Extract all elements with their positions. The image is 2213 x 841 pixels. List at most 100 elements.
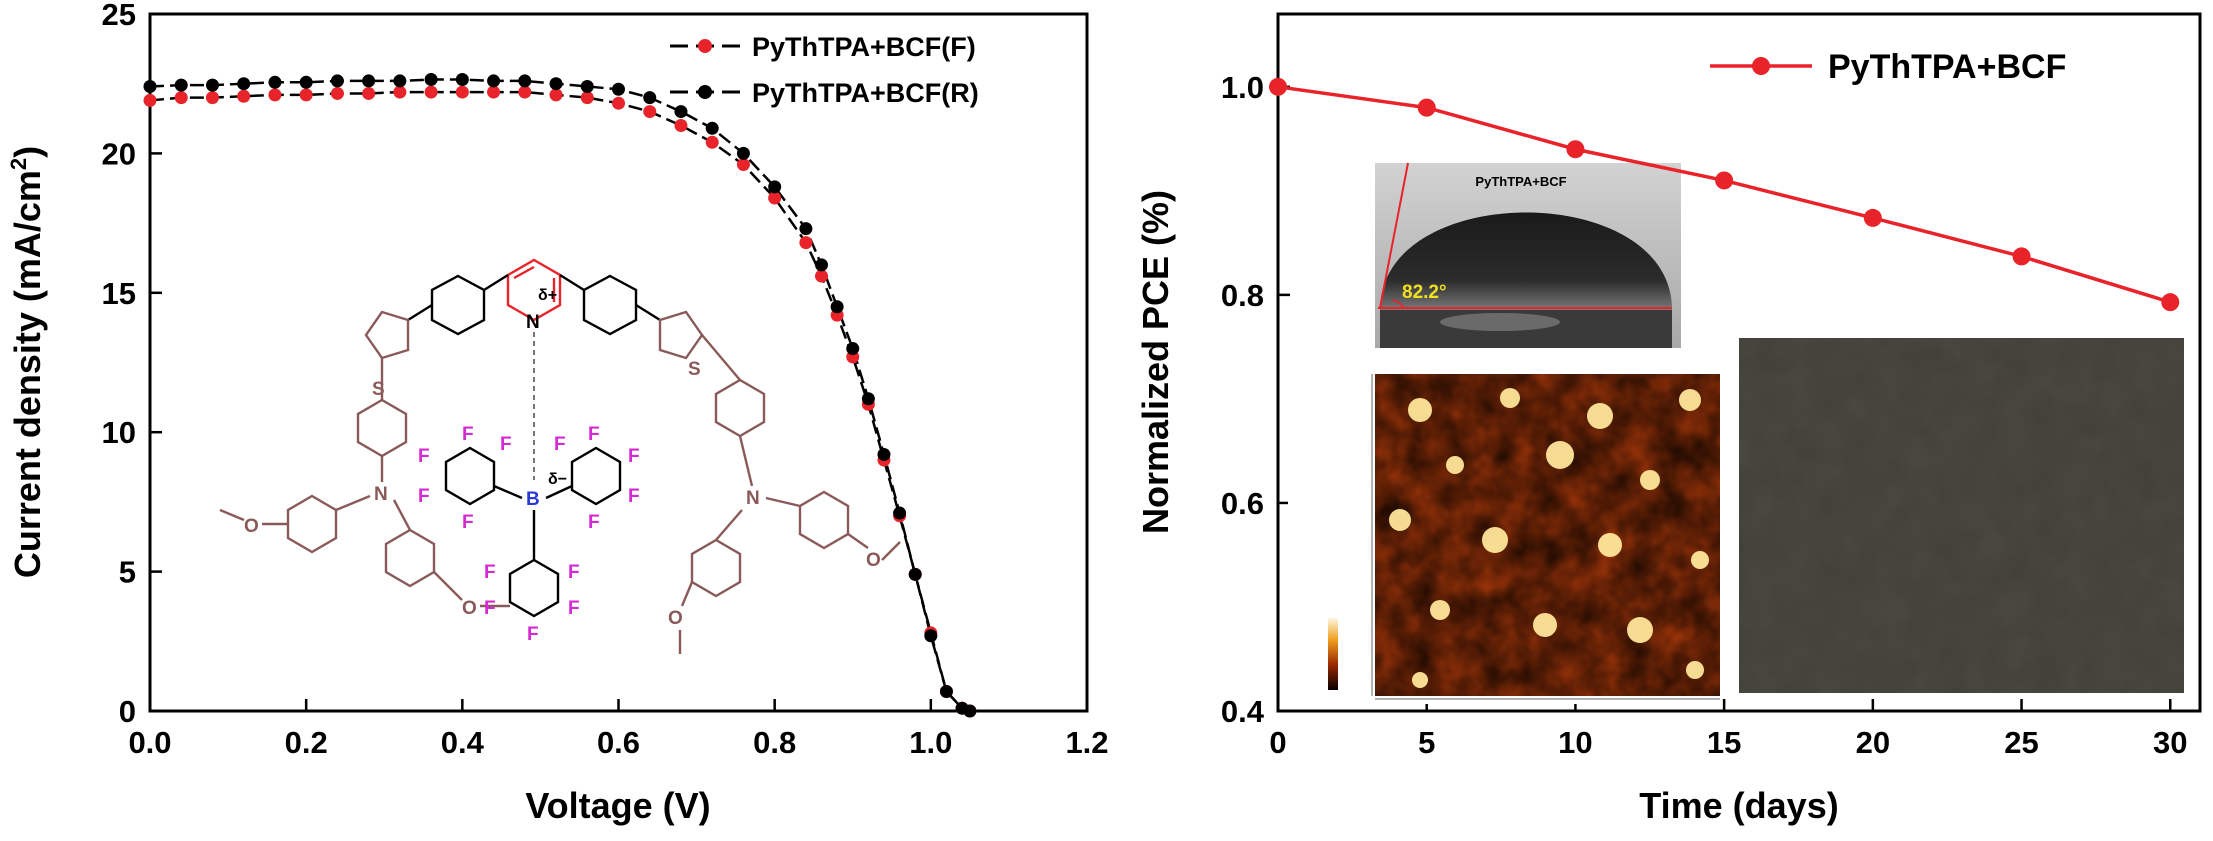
bcf-ring-bottom (508, 558, 560, 618)
delta-minus-label: δ− (548, 471, 567, 488)
jv-y-axis-label-main: Current density (mA/cm (7, 170, 48, 578)
fluorine-label: F (418, 486, 430, 507)
tpa-left-anisyl-2 (384, 528, 436, 588)
delta-plus-label: δ+ (538, 287, 557, 304)
jv-point-0 (174, 91, 188, 105)
jv-x-tick-label: 0.2 (285, 725, 328, 760)
stability-y-tick-label: 0.8 (1221, 278, 1264, 313)
stability-legend-label: PyThTPA+BCF (1828, 48, 2066, 86)
jv-point-1 (518, 74, 532, 88)
stability-point (1715, 171, 1734, 190)
jv-point-0 (612, 96, 625, 110)
jv-point-0 (643, 105, 657, 119)
stability-x-ticks: 0 5 10 15 20 25 30 (1269, 699, 2188, 760)
jv-point-0 (487, 85, 501, 99)
molecule-structure-inset: N δ+ S N O O (219, 258, 901, 654)
jv-x-tick-label: 1.0 (909, 725, 952, 760)
jv-x-ticks: 0.0 0.2 0.4 0.6 0.8 1.0 1.2 (128, 699, 1109, 760)
stability-legend-marker (1752, 57, 1770, 75)
bond (219, 508, 245, 522)
jv-point-1 (237, 77, 251, 91)
jv-legend-marker-r (698, 85, 712, 99)
jv-y-tick-label: 15 (102, 276, 136, 311)
bcf-ring-right (570, 446, 622, 506)
jv-point-0 (580, 91, 594, 105)
jv-point-1 (643, 91, 657, 105)
jv-y-tick-label: 20 (102, 136, 136, 171)
jv-y-axis-label: Current density (mA/cm2) (6, 146, 48, 578)
oxygen-label: O (244, 516, 259, 537)
jv-point-1 (939, 684, 953, 698)
fluorine-label: F (588, 512, 600, 533)
stability-point (2012, 247, 2031, 266)
jv-point-0 (518, 85, 532, 99)
fluorine-label: F (527, 624, 539, 645)
fluorine-label: F (500, 434, 512, 455)
stability-point (1417, 98, 1436, 117)
jv-y-ticks: 0 5 10 15 20 25 (102, 0, 162, 729)
stability-x-tick-label: 15 (1707, 725, 1741, 760)
bond (493, 484, 523, 500)
jv-legend: PyThTPA+BCF(F) PyThTPA+BCF(R) (670, 32, 979, 108)
bond (847, 533, 869, 549)
jv-point-0 (799, 236, 813, 250)
stability-x-tick-label: 5 (1418, 725, 1435, 760)
tpa-right-nitrogen-label: N (746, 488, 760, 509)
afm-axis-marks (1371, 374, 1720, 700)
stability-y-tick-label: 0.6 (1221, 486, 1264, 521)
fluorine-label: F (628, 446, 640, 467)
jv-point-1 (705, 121, 719, 135)
phenyl-right (582, 274, 638, 336)
jv-point-0 (549, 88, 563, 102)
jv-point-0 (736, 158, 750, 172)
jv-point-1 (877, 448, 891, 462)
fluorine-label: F (484, 598, 496, 619)
stability-legend: PyThTPA+BCF (1710, 48, 2066, 86)
jv-chart: 0.0 0.2 0.4 0.6 0.8 1.0 1.2 0 5 10 15 20 25 N δ+ S (6, 0, 1109, 826)
oxygen-label: O (462, 598, 477, 619)
water-droplet (1380, 212, 1672, 310)
jv-y-axis-label-close: ) (7, 146, 48, 158)
fluorine-label: F (588, 424, 600, 445)
jv-x-tick-label: 0.6 (597, 725, 640, 760)
jv-point-1 (455, 73, 469, 87)
stability-y-tick-label: 0.4 (1221, 694, 1265, 729)
fluorine-label: F (418, 446, 430, 467)
fluorine-label: F (568, 598, 580, 619)
jv-point-1 (268, 75, 282, 89)
thiophene-left (364, 310, 410, 360)
contact-angle-value: 82.2° (1402, 282, 1447, 303)
jv-point-1 (174, 78, 188, 92)
jv-point-1 (487, 74, 501, 88)
bond (545, 484, 573, 500)
jv-legend-marker-f (698, 39, 712, 53)
jv-point-1 (815, 258, 829, 272)
stability-point (1863, 208, 1882, 227)
jv-y-tick-label: 5 (119, 555, 136, 590)
pyridine-double-bond (513, 265, 535, 280)
jv-point-1 (299, 75, 313, 89)
fluorine-label: F (462, 424, 474, 445)
bond (407, 303, 433, 322)
jv-legend-entry-r: PyThTPA+BCF(R) (670, 78, 979, 108)
jv-point-1 (799, 222, 813, 236)
bond (680, 581, 694, 607)
fluorine-label: F (568, 562, 580, 583)
tpa-left-nitrogen-label: N (374, 484, 388, 505)
oxygen-label: O (668, 608, 683, 629)
jv-point-1 (205, 78, 219, 92)
jv-point-0 (815, 269, 829, 283)
stability-x-tick-label: 20 (1856, 725, 1890, 760)
jv-point-1 (674, 105, 688, 119)
jv-point-0 (705, 135, 719, 149)
jv-point-1 (143, 79, 157, 93)
jv-point-1 (846, 342, 860, 356)
jv-point-1 (549, 77, 563, 91)
jv-y-tick-label: 10 (102, 415, 136, 450)
jv-point-0 (143, 93, 157, 107)
stability-y-tick-label: 1.0 (1221, 70, 1264, 105)
fluorine-label: F (554, 434, 566, 455)
angle-arc (1391, 299, 1405, 309)
fluorine-label: F (628, 486, 640, 507)
